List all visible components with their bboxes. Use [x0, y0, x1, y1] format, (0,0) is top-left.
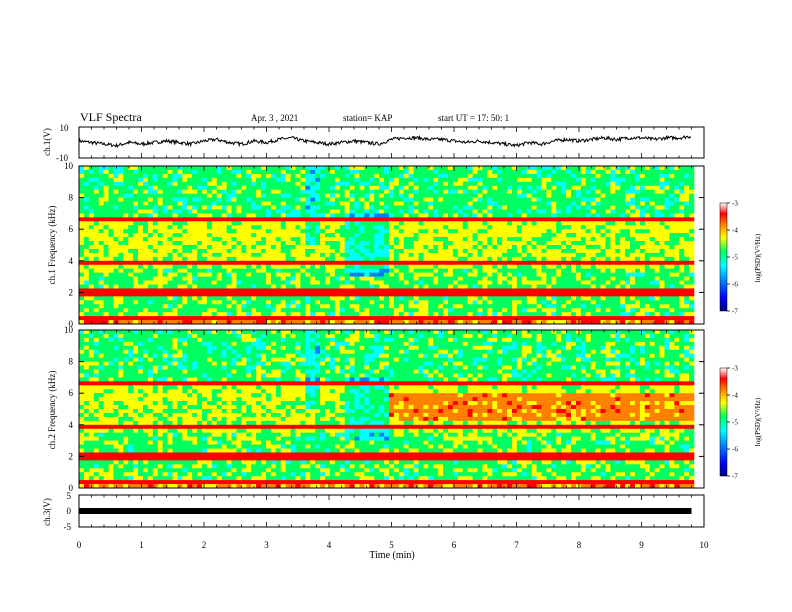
- spec1-ytick: 6: [69, 224, 74, 234]
- ch1-spectrogram-image: [79, 166, 704, 325]
- spec2-ytick: 4: [69, 420, 74, 430]
- spec2-ytick: 0: [69, 483, 74, 493]
- colorbar-tick: -5: [732, 254, 738, 262]
- ch3-ytick-bottom: -5: [64, 522, 72, 532]
- x-axis-label: Time (min): [369, 550, 414, 561]
- x-tick-label: 7: [514, 540, 519, 550]
- colorbar-tick: -7: [732, 473, 738, 481]
- spec2-ytick: 6: [69, 388, 74, 398]
- spec1-ytick: 0: [69, 319, 74, 329]
- date-label: Apr. 3 , 2021: [251, 113, 299, 123]
- spec1-ytick: 2: [69, 287, 74, 297]
- colorbar-ch2: -3 -4 -5 -6 -7 log(PSD)(V²/Hz): [719, 365, 762, 481]
- colorbar-tick: -3: [732, 365, 738, 373]
- x-tick-label: 9: [639, 540, 644, 550]
- ch3-ytick-mid: 0: [67, 506, 72, 516]
- x-tick-label: 5: [389, 540, 394, 550]
- x-axis-ticks: [78, 127, 705, 527]
- colorbar-tick: -4: [732, 392, 738, 400]
- x-tick-label: 2: [202, 540, 207, 550]
- spec1-ytick: 8: [69, 193, 74, 203]
- x-tick-label: 8: [577, 540, 582, 550]
- x-tick-label: 3: [264, 540, 269, 550]
- colorbar-tick: -3: [732, 200, 738, 208]
- ch1-ytick-top: 10: [60, 123, 70, 133]
- x-tick-label: 1: [139, 540, 144, 550]
- ch1-ytick-bottom: -10: [56, 153, 68, 163]
- ch1-waveform-line: [78, 134, 692, 149]
- x-axis-tick-labels: 0 1 2 3 4 5 6 7 8 9 10: [77, 540, 709, 550]
- ch3-ylabel: ch.3(V): [42, 498, 52, 526]
- start-time-label: start UT = 17: 50: 1: [438, 113, 510, 123]
- colorbar-tick: -6: [732, 281, 738, 289]
- colorbar-ch1: -3 -4 -5 -6 -7 log(PSD)(V²/Hz): [719, 200, 762, 316]
- ch1-spectrogram-panel: 0 2 4 6 8 10 ch.1 Frequency (kHz): [47, 161, 705, 329]
- colorbar-ch2-label: log(PSD)(V²/Hz): [754, 397, 762, 446]
- colorbar-ch1-label: log(PSD)(V²/Hz): [754, 233, 762, 282]
- ch2-spec-ylabel: ch.2 Frequency (kHz): [47, 371, 57, 450]
- colorbar-tick: -5: [732, 419, 738, 427]
- x-tick-label: 10: [700, 540, 710, 550]
- ch1-ylabel: ch.1(V): [42, 128, 52, 156]
- ch3-waveform-line: [79, 508, 692, 514]
- colorbar-tick: -6: [732, 446, 738, 454]
- spec2-ytick: 10: [64, 325, 74, 335]
- station-label: station= KAP: [343, 113, 393, 123]
- figure-title: VLF Spectra: [80, 110, 142, 124]
- x-tick-label: 0: [77, 540, 82, 550]
- colorbar-tick: -7: [732, 308, 738, 316]
- ch3-ytick-top: 5: [67, 491, 72, 501]
- x-tick-label: 6: [452, 540, 457, 550]
- ch1-spec-ylabel: ch.1 Frequency (kHz): [47, 206, 57, 285]
- ch2-spectrogram-panel: 0 2 4 6 8 10 ch.2 Frequency (kHz): [47, 325, 705, 493]
- x-tick-label: 4: [327, 540, 332, 550]
- spec1-ytick: 4: [69, 256, 74, 266]
- colorbar-tick: -4: [732, 227, 738, 235]
- colorbar-ch2-scale: [719, 367, 728, 477]
- spec1-ytick: 10: [64, 161, 74, 171]
- spec2-ytick: 8: [69, 357, 74, 367]
- spec2-ytick: 2: [69, 451, 74, 461]
- colorbar-ch1-scale: [719, 202, 728, 312]
- ch2-spectrogram-image: [79, 330, 704, 489]
